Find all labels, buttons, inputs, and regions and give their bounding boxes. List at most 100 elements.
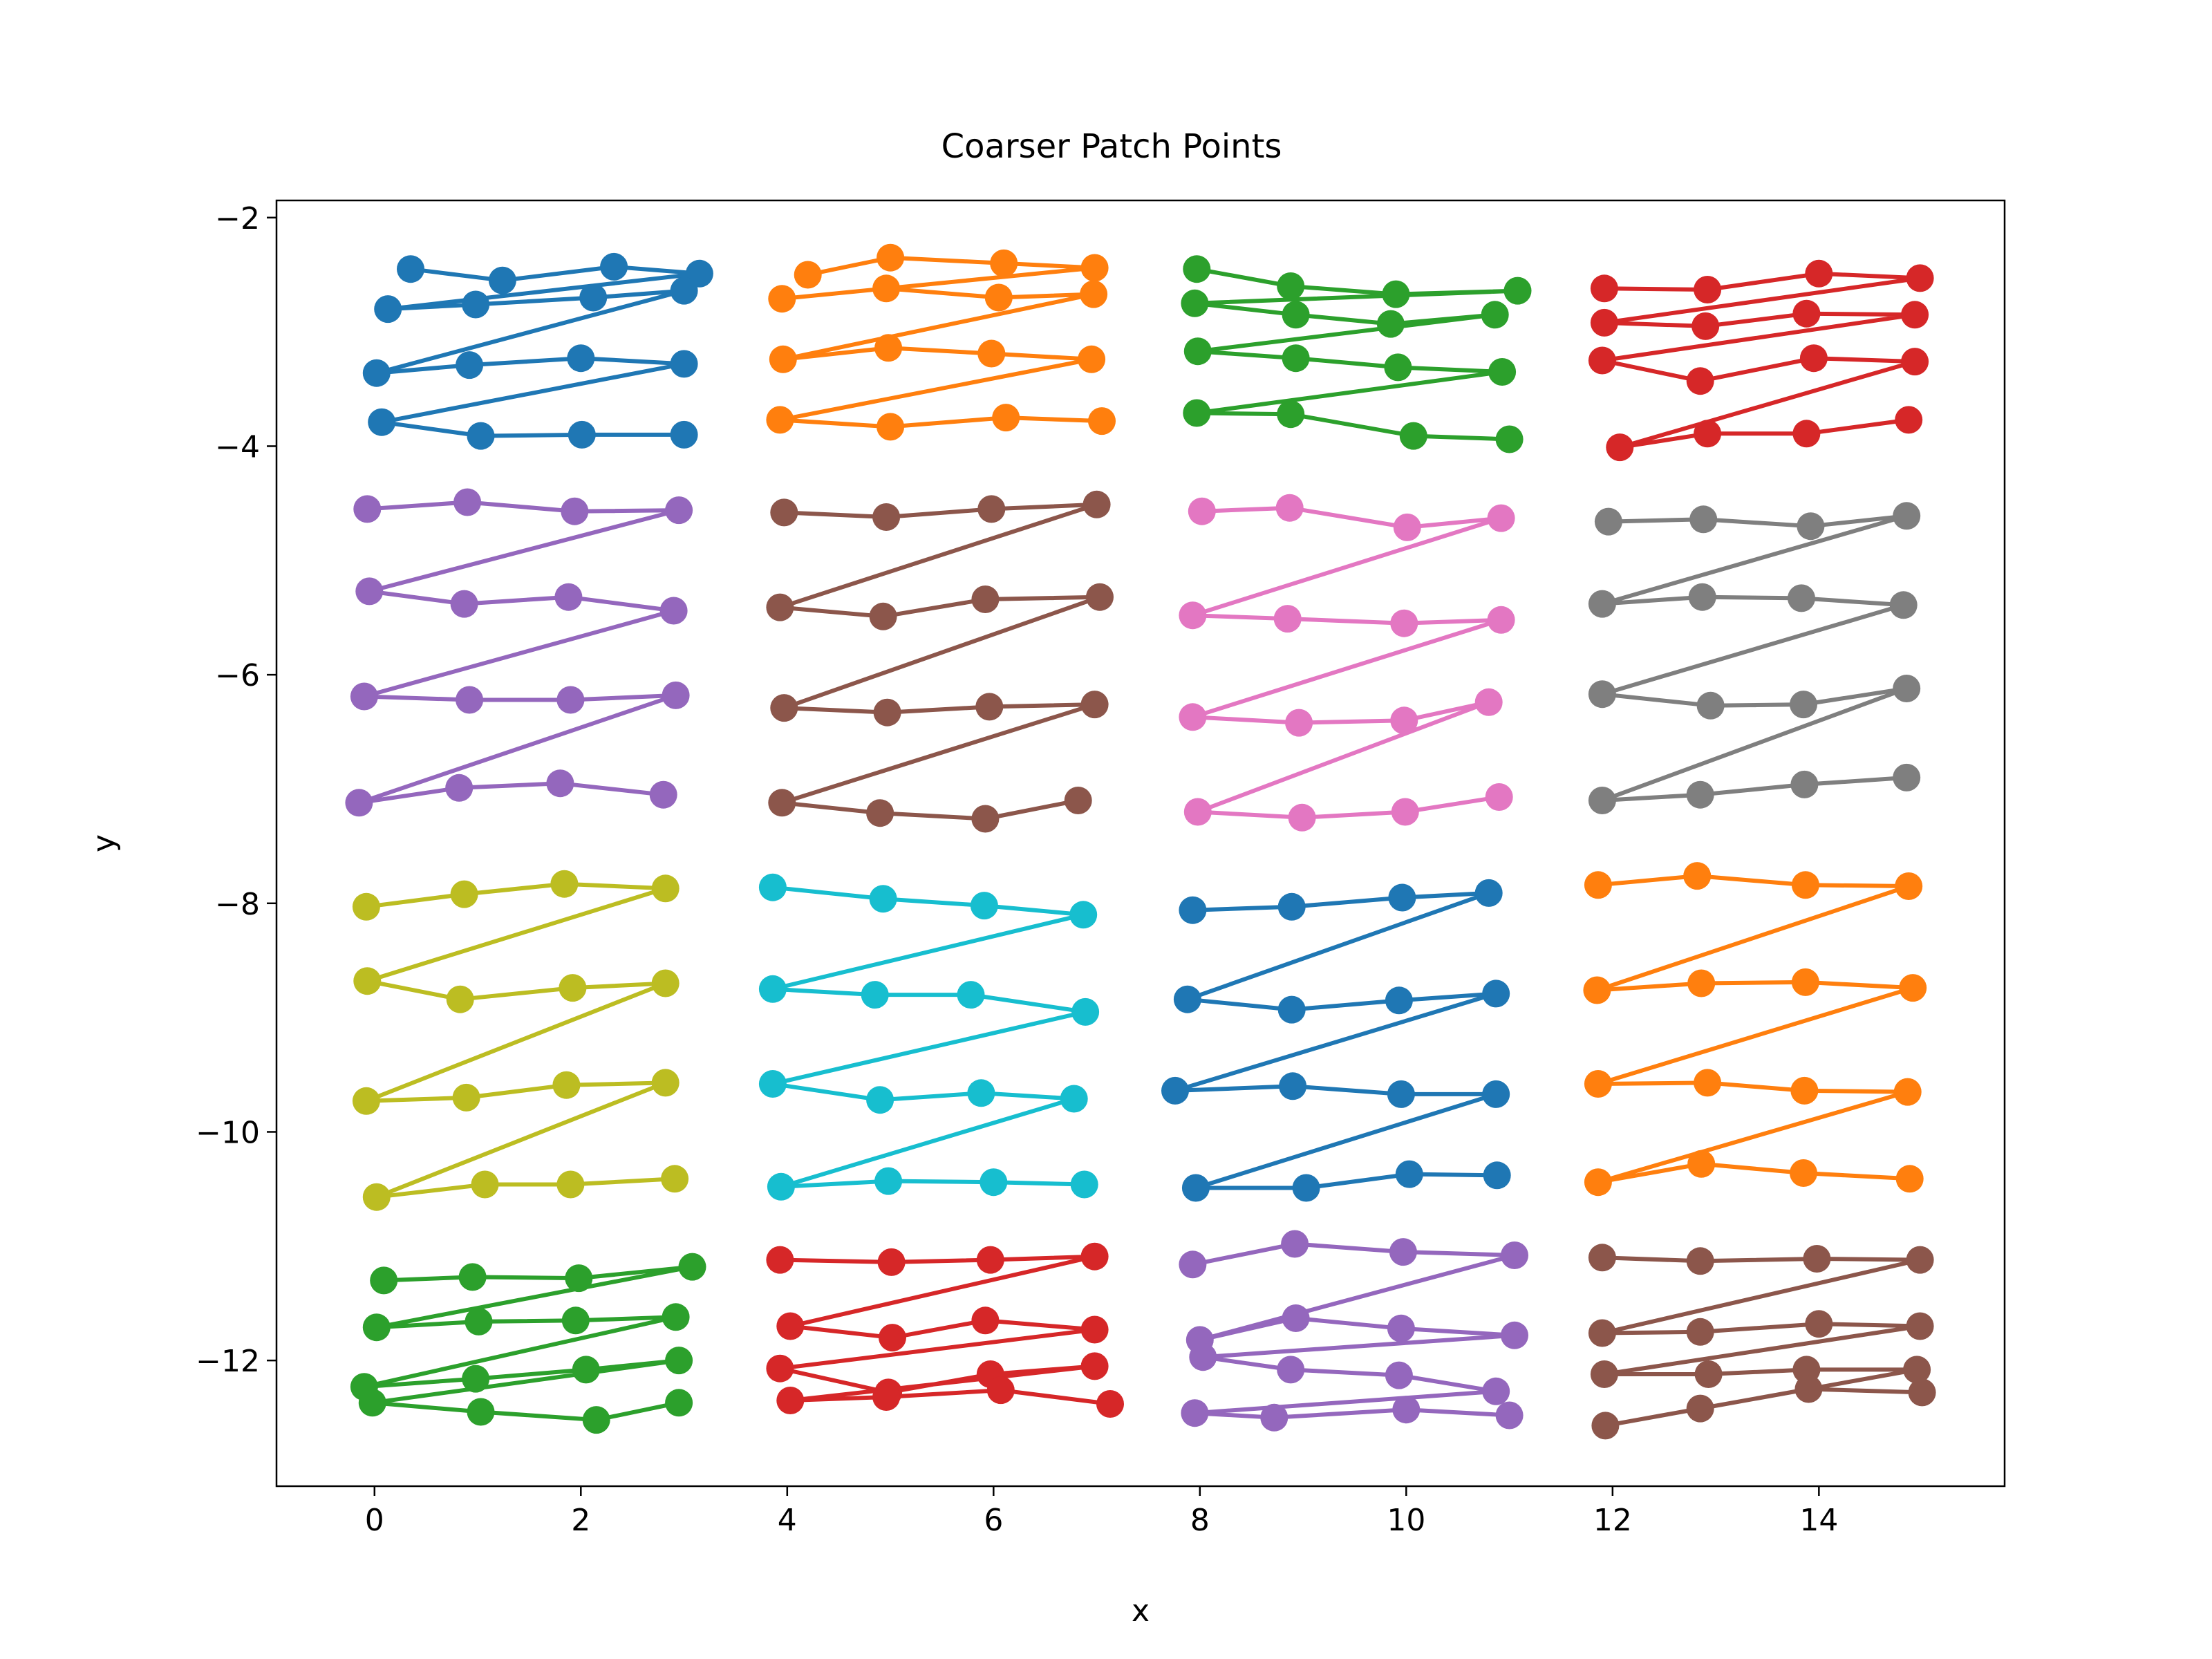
data-point [1895,872,1923,900]
data-point [1792,299,1821,328]
data-point [651,874,679,903]
data-point [1485,783,1513,811]
data-point [1588,680,1616,709]
data-point [649,780,677,809]
data-point [1086,583,1114,611]
data-point [1080,691,1109,719]
data-point [1503,276,1532,305]
series-5 [345,488,693,817]
data-point [1384,353,1412,382]
series-13 [350,1253,706,1434]
data-point [659,597,688,625]
data-point [582,1406,610,1434]
data-point [767,1172,795,1201]
series-11 [1161,879,1511,1202]
series-line [1190,505,1503,820]
data-point [1590,274,1618,303]
data-point [1906,264,1934,292]
data-point [1277,892,1306,921]
x-tick-label: 6 [984,1503,1003,1538]
data-point [550,870,579,898]
x-tick-label: 10 [1387,1503,1425,1538]
data-point [352,892,380,921]
data-point [552,1071,581,1099]
data-point [1082,490,1111,518]
data-point [450,880,478,908]
data-point [1794,1375,1823,1403]
series-10 [758,873,1100,1201]
y-tick-label: −2 [215,201,260,236]
series-3 [1181,255,1532,453]
data-point [1797,512,1825,541]
data-point [1893,763,1921,791]
series-6 [766,490,1114,833]
data-point [866,1086,894,1114]
data-point [1495,1401,1524,1430]
data-point [452,1083,480,1112]
data-point [350,682,378,711]
data-point [568,420,596,449]
data-point [462,1365,490,1393]
data-point [879,1324,906,1352]
y-tick-label: −8 [215,887,260,922]
data-point [554,583,583,611]
series-line [778,1254,1111,1406]
series-12 [1583,862,1927,1197]
data-point [971,805,1000,833]
data-point [1488,358,1517,386]
data-point [456,686,484,714]
data-point [1893,675,1921,702]
series-line [1173,890,1499,1190]
data-point [670,350,698,378]
data-point [1277,1356,1305,1384]
data-point [1173,985,1201,1013]
data-point [352,1087,380,1115]
data-point [1189,1343,1217,1371]
data-point [1686,780,1714,809]
data-point [1791,871,1819,899]
data-point [992,404,1020,432]
data-point [362,1183,391,1211]
data-point [1901,301,1929,329]
data-point [986,1376,1015,1405]
data-point [368,408,396,436]
data-point [665,1347,693,1375]
data-point [1501,1241,1528,1269]
data-point [1183,255,1211,283]
data-point [1694,420,1722,448]
data-point [362,1313,391,1342]
x-tick-label: 0 [365,1503,384,1538]
data-point [1606,433,1634,462]
data-point [1474,879,1503,907]
data-point [1080,1352,1109,1380]
data-point [1181,1399,1209,1427]
x-tick-label: 4 [778,1503,797,1538]
data-point [766,406,794,434]
data-point [1588,1319,1616,1347]
data-point [873,698,901,727]
data-point [1588,346,1616,375]
data-point [1893,502,1921,530]
data-point [1799,344,1828,373]
data-point [665,1389,693,1417]
x-axis-label: x [1132,1593,1150,1629]
data-point [1694,1069,1722,1097]
series-9 [352,870,689,1211]
data-point [1260,1403,1288,1432]
data-point [565,1264,593,1293]
data-point [1275,494,1304,522]
data-point [456,351,484,379]
data-point [353,495,382,523]
data-point [1080,1315,1109,1344]
data-point [1277,272,1305,300]
data-point [1387,1080,1415,1108]
data-point [670,420,698,449]
data-point [1080,254,1109,282]
data-point [1282,344,1310,373]
data-point [559,974,587,1002]
x-tick-label: 12 [1593,1503,1632,1538]
data-point [1064,787,1092,814]
data-point [766,593,794,621]
data-point [1686,367,1714,395]
data-point [768,789,796,817]
